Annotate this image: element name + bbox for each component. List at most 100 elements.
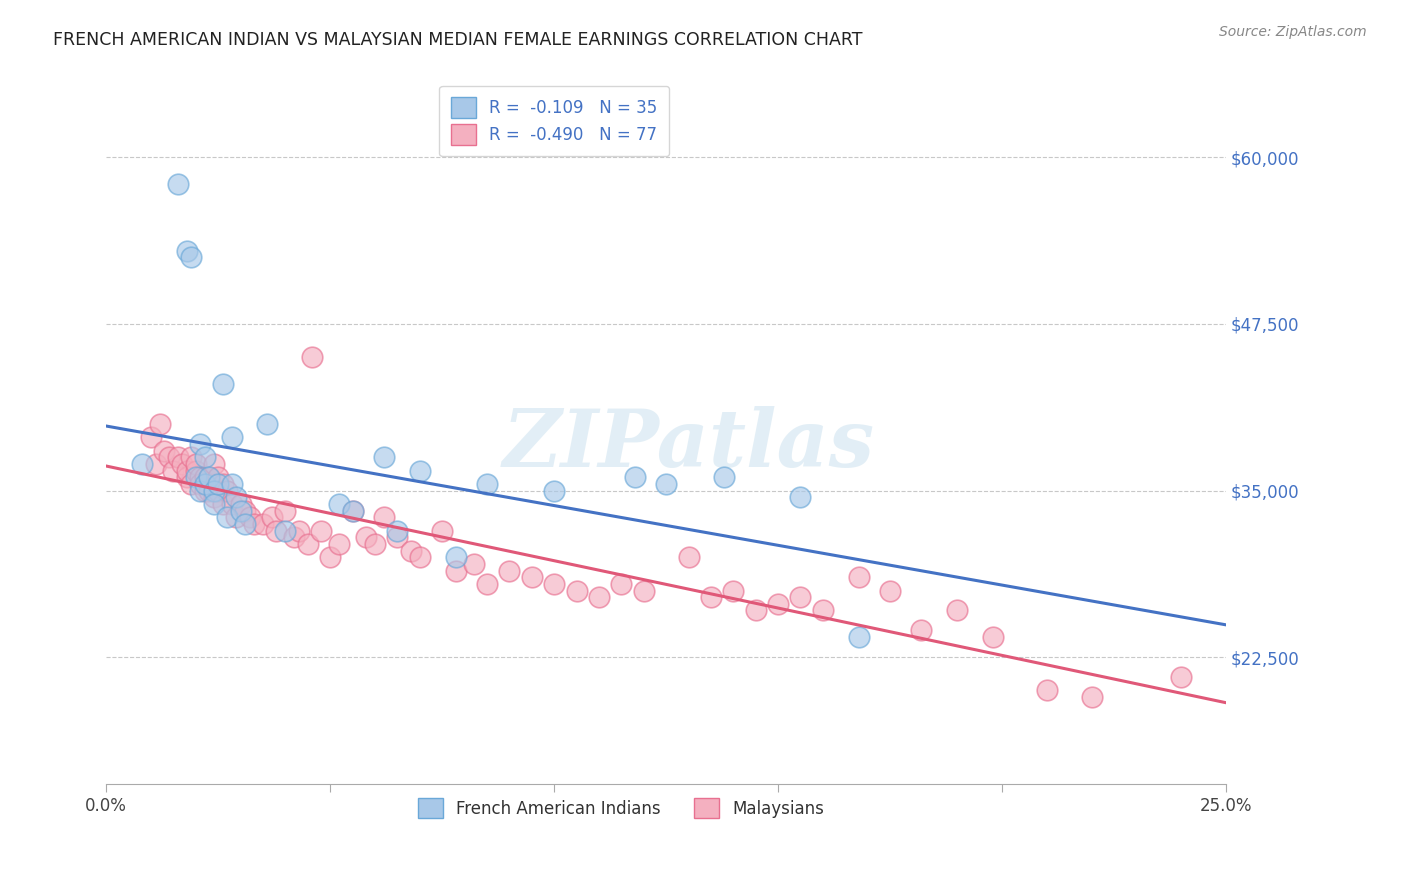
Point: [188, 437, 211, 451]
Point: [167, 450, 190, 465]
Point: [588, 590, 610, 604]
Point: [217, 483, 239, 498]
Point: [211, 497, 233, 511]
Point: [444, 564, 467, 578]
Point: [211, 376, 233, 391]
Point: [198, 470, 221, 484]
Point: [328, 537, 350, 551]
Point: [387, 524, 409, 538]
Legend: French American Indians, Malaysians: French American Indians, Malaysians: [412, 791, 831, 825]
Point: [145, 457, 167, 471]
Point: [399, 543, 422, 558]
Point: [723, 583, 745, 598]
Point: [172, 457, 194, 471]
Point: [266, 524, 288, 538]
Point: [520, 570, 543, 584]
Point: [233, 516, 256, 531]
Point: [946, 603, 969, 617]
Point: [221, 430, 243, 444]
Point: [319, 550, 342, 565]
Point: [848, 570, 870, 584]
Point: [309, 524, 332, 538]
Point: [229, 503, 252, 517]
Point: [811, 603, 834, 617]
Point: [225, 510, 247, 524]
Point: [207, 470, 229, 484]
Point: [180, 450, 202, 465]
Point: [188, 470, 211, 484]
Point: [910, 624, 932, 638]
Point: [475, 476, 498, 491]
Point: [252, 516, 274, 531]
Point: [180, 251, 202, 265]
Point: [176, 464, 198, 478]
Point: [221, 476, 243, 491]
Point: [789, 490, 811, 504]
Point: [373, 450, 395, 465]
Point: [184, 470, 207, 484]
Point: [176, 244, 198, 258]
Point: [610, 577, 633, 591]
Point: [260, 510, 283, 524]
Point: [233, 503, 256, 517]
Point: [848, 630, 870, 644]
Point: [167, 177, 190, 191]
Point: [475, 577, 498, 591]
Point: [498, 564, 520, 578]
Point: [207, 476, 229, 491]
Point: [1080, 690, 1102, 705]
Point: [655, 476, 678, 491]
Point: [387, 530, 409, 544]
Point: [239, 510, 262, 524]
Point: [444, 550, 467, 565]
Point: [623, 470, 645, 484]
Point: [342, 503, 364, 517]
Point: [1036, 683, 1059, 698]
Point: [217, 510, 239, 524]
Point: [194, 476, 217, 491]
Point: [131, 457, 153, 471]
Point: [543, 483, 565, 498]
Point: [188, 476, 211, 491]
Point: [202, 490, 225, 504]
Point: [373, 510, 395, 524]
Point: [430, 524, 453, 538]
Point: [297, 537, 319, 551]
Point: [149, 417, 172, 431]
Point: [184, 464, 207, 478]
Point: [328, 497, 350, 511]
Point: [180, 476, 202, 491]
Point: [744, 603, 766, 617]
Point: [157, 450, 180, 465]
Point: [565, 583, 588, 598]
Point: [198, 483, 221, 498]
Text: ZIPatlas: ZIPatlas: [502, 406, 875, 483]
Point: [713, 470, 735, 484]
Point: [202, 497, 225, 511]
Point: [211, 476, 233, 491]
Point: [194, 450, 217, 465]
Point: [176, 470, 198, 484]
Text: Source: ZipAtlas.com: Source: ZipAtlas.com: [1219, 25, 1367, 39]
Point: [409, 550, 432, 565]
Point: [194, 470, 217, 484]
Point: [256, 417, 278, 431]
Point: [678, 550, 700, 565]
Point: [139, 430, 162, 444]
Point: [288, 524, 311, 538]
Point: [274, 503, 297, 517]
Point: [243, 516, 266, 531]
Point: [543, 577, 565, 591]
Point: [162, 464, 184, 478]
Point: [301, 351, 323, 365]
Point: [184, 457, 207, 471]
Point: [789, 590, 811, 604]
Text: FRENCH AMERICAN INDIAN VS MALAYSIAN MEDIAN FEMALE EARNINGS CORRELATION CHART: FRENCH AMERICAN INDIAN VS MALAYSIAN MEDI…: [53, 31, 863, 49]
Point: [700, 590, 723, 604]
Point: [194, 483, 217, 498]
Point: [221, 497, 243, 511]
Point: [229, 497, 252, 511]
Point: [364, 537, 387, 551]
Point: [202, 457, 225, 471]
Point: [207, 483, 229, 498]
